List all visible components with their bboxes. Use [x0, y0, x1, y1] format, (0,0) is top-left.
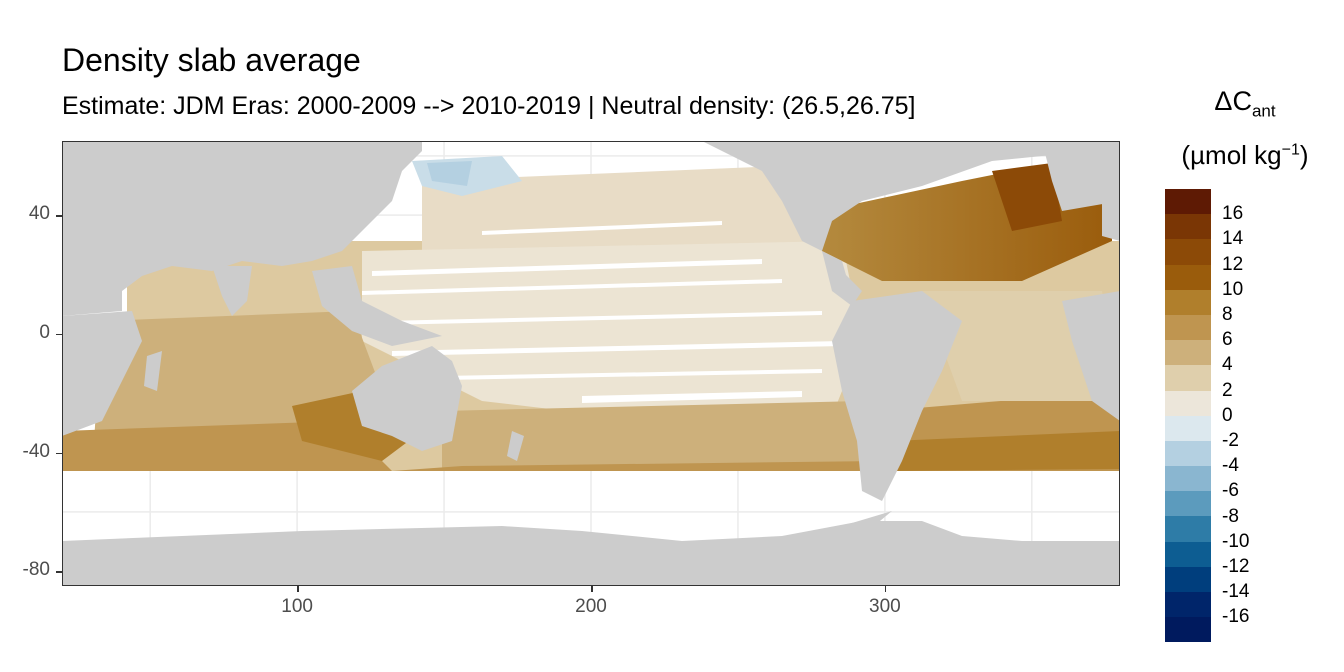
legend-colorbar [1165, 189, 1211, 643]
land-greenland [1042, 141, 1120, 211]
land-india [212, 266, 252, 316]
legend-color-step [1165, 617, 1211, 643]
y-tick-mark [56, 452, 62, 454]
field-subpolar-atlantic [992, 163, 1062, 231]
y-tick-mark [56, 333, 62, 336]
legend-color-step [1165, 516, 1211, 542]
legend-label: 10 [1222, 278, 1244, 300]
legend-label: -4 [1222, 455, 1239, 477]
legend-unit: (µmol kg−1) [1181, 140, 1309, 170]
legend-color-step [1165, 491, 1211, 517]
land-eurasia [62, 141, 422, 316]
field-south-of-australia [292, 391, 422, 461]
legend-color-step [1165, 365, 1211, 391]
x-tick-mark [884, 586, 887, 592]
land-north-america [702, 141, 1120, 296]
x-tick-mark [297, 586, 299, 592]
legend-color-step [1165, 340, 1211, 366]
field-south-pacific [442, 401, 882, 471]
x-tick-mark [591, 586, 593, 592]
field-okhotsk [427, 161, 472, 186]
delta-cant-field [62, 156, 1120, 562]
y-tick-label: -80 [22, 559, 50, 581]
legend-label: -16 [1222, 606, 1250, 628]
x-tick-label: 300 [869, 596, 901, 617]
land-indonesia [312, 266, 442, 346]
legend-label: -2 [1222, 430, 1239, 451]
legend-label: 12 [1222, 253, 1244, 275]
legend-label: 0 [1222, 404, 1233, 426]
legend-color-step [1165, 592, 1211, 618]
land-africa [62, 311, 142, 436]
legend-color-step [1165, 566, 1211, 592]
chart-subtitle: Estimate: JDM Eras: 2000-2009 --> 2010-2… [62, 92, 916, 120]
legend-color-step [1165, 440, 1211, 467]
legend-color-step [1165, 314, 1211, 341]
legend-label: 16 [1222, 203, 1244, 225]
legend-label: 4 [1222, 354, 1233, 376]
legend-label: -14 [1222, 581, 1250, 603]
y-tick-mark [56, 571, 62, 573]
y-tick-label: 40 [28, 203, 50, 225]
land-europe [1102, 179, 1120, 241]
land-central-america [822, 251, 862, 306]
legend-color-step [1165, 264, 1211, 290]
field-south-atlantic-south [892, 431, 1120, 471]
legend-label: 14 [1222, 228, 1244, 250]
y-tick-mark [56, 215, 62, 217]
y-tick-label: -40 [22, 440, 50, 462]
legend-label: -12 [1222, 556, 1250, 577]
land-madagascar [144, 351, 162, 391]
legend-color-step [1165, 289, 1211, 315]
legend-label: 8 [1222, 304, 1233, 325]
legend-color-step [1165, 466, 1211, 492]
land-africa-west [1062, 291, 1120, 421]
x-tick-label: 100 [281, 596, 313, 617]
map-panel [62, 141, 1120, 586]
legend-color-step [1165, 415, 1211, 441]
map-svg [62, 141, 1120, 586]
land-new-zealand [507, 431, 524, 461]
land-antarctic-peninsula [842, 511, 892, 536]
legend-label: -10 [1222, 530, 1250, 552]
legend-color-step [1165, 189, 1211, 215]
legend-label: -6 [1222, 480, 1239, 502]
legend-color-step [1165, 239, 1211, 265]
legend-label: -8 [1222, 505, 1239, 527]
x-tick-label: 200 [575, 596, 607, 617]
y-tick-label: 0 [39, 321, 50, 343]
legend-label: 2 [1222, 379, 1233, 401]
legend-label: 6 [1222, 329, 1233, 351]
legend-color-step [1165, 390, 1211, 416]
land-antarctica [62, 521, 1120, 586]
legend-color-step [1165, 541, 1211, 567]
land-australia [352, 346, 462, 451]
land-south-america [832, 291, 962, 501]
legend-color-step [1165, 214, 1211, 240]
land [62, 141, 1120, 586]
chart-title: Density slab average [62, 42, 361, 78]
legend-title: ΔCant [1214, 86, 1276, 121]
